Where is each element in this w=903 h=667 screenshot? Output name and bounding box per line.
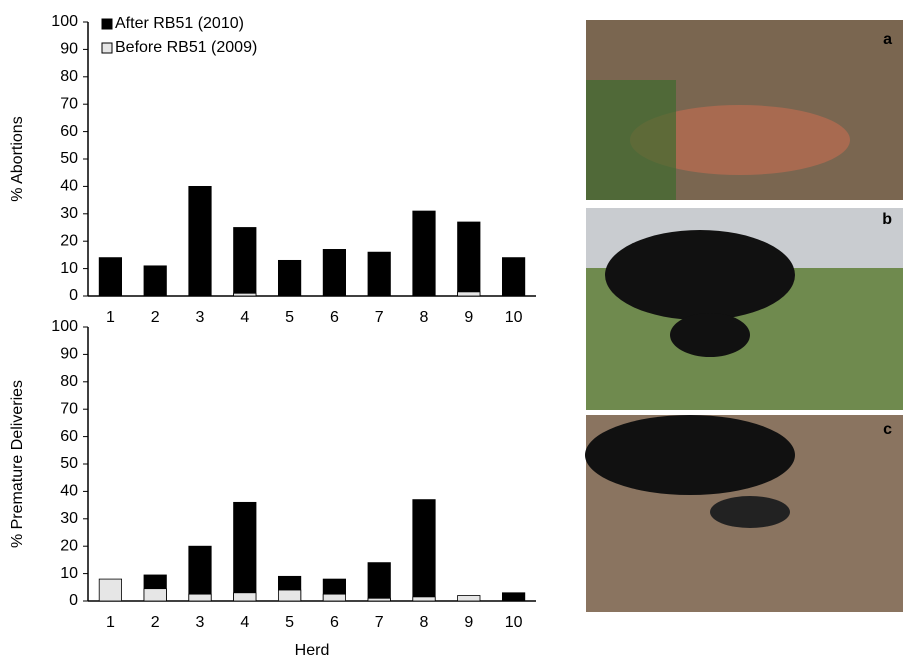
- bar: [457, 595, 481, 602]
- bar: [277, 589, 302, 602]
- photo-label: a: [883, 31, 892, 48]
- x-axis-title: Herd: [295, 642, 330, 659]
- bar: [277, 259, 302, 297]
- bar: [188, 593, 212, 602]
- legend-label: Before RB51 (2009): [115, 39, 257, 56]
- bar: [233, 592, 257, 602]
- bar: [143, 265, 167, 297]
- x-tick-label: 4: [240, 614, 249, 631]
- legend-swatch: [101, 18, 113, 30]
- photo-a-calf: [630, 105, 850, 175]
- x-tick-label: 10: [505, 614, 523, 631]
- legend-swatch: [101, 42, 113, 54]
- photo-c-calf: [710, 496, 790, 528]
- y-axis-title: % Premature Deliveries: [9, 380, 26, 548]
- x-tick-label: 2: [151, 614, 160, 631]
- bar: [188, 185, 212, 297]
- y-tick-label: 40: [60, 483, 78, 500]
- photo-b-calf: [670, 313, 750, 357]
- bar: [367, 562, 391, 602]
- x-tick-label: 1: [106, 309, 115, 326]
- bar: [233, 292, 257, 297]
- bar: [233, 227, 257, 297]
- x-tick-label: 5: [285, 614, 294, 631]
- x-tick-label: 8: [420, 309, 429, 326]
- y-tick-label: 70: [60, 95, 78, 112]
- y-tick-label: 10: [60, 565, 78, 582]
- photo-a-grass: [586, 80, 676, 200]
- x-tick-label: 3: [196, 309, 205, 326]
- y-tick-label: 50: [60, 150, 78, 167]
- bar: [98, 578, 122, 602]
- photo-label: b: [882, 211, 892, 228]
- y-tick-label: 50: [60, 455, 78, 472]
- y-tick-label: 30: [60, 510, 78, 527]
- x-tick-label: 2: [151, 309, 160, 326]
- x-tick-label: 3: [196, 614, 205, 631]
- y-tick-label: 100: [51, 13, 78, 30]
- y-tick-label: 80: [60, 373, 78, 390]
- x-tick-label: 6: [330, 614, 339, 631]
- y-tick-label: 30: [60, 205, 78, 222]
- y-tick-label: 20: [60, 537, 78, 554]
- y-tick-label: 70: [60, 400, 78, 417]
- y-tick-label: 20: [60, 232, 78, 249]
- bar: [233, 501, 257, 602]
- x-tick-label: 1: [106, 614, 115, 631]
- y-tick-label: 10: [60, 260, 78, 277]
- bar: [188, 545, 212, 602]
- bar: [412, 499, 436, 602]
- bar: [322, 249, 347, 297]
- bar: [143, 588, 167, 602]
- photo-c-cow: [585, 415, 795, 495]
- y-tick-label: 0: [69, 287, 78, 304]
- x-tick-label: 4: [240, 309, 249, 326]
- y-tick-label: 80: [60, 68, 78, 85]
- bar: [412, 596, 436, 602]
- bar: [501, 592, 526, 602]
- bar: [98, 257, 122, 297]
- x-tick-label: 7: [375, 309, 384, 326]
- y-tick-label: 0: [69, 592, 78, 609]
- bar: [412, 210, 436, 297]
- x-tick-label: 7: [375, 614, 384, 631]
- legend-label: After RB51 (2010): [115, 15, 244, 32]
- y-tick-label: 60: [60, 428, 78, 445]
- photo-label: c: [883, 421, 892, 438]
- y-tick-label: 100: [51, 318, 78, 335]
- bar: [457, 221, 481, 297]
- y-tick-label: 40: [60, 178, 78, 195]
- y-tick-label: 60: [60, 123, 78, 140]
- bar: [457, 291, 481, 297]
- x-tick-label: 5: [285, 309, 294, 326]
- photo-b-cow: [605, 230, 795, 320]
- y-axis-title: % Abortions: [9, 116, 26, 201]
- bar: [501, 257, 526, 297]
- x-tick-label: 6: [330, 309, 339, 326]
- x-tick-label: 10: [505, 309, 523, 326]
- bar: [322, 593, 347, 602]
- x-tick-label: 9: [464, 614, 473, 631]
- y-tick-label: 90: [60, 41, 78, 58]
- x-tick-label: 9: [464, 309, 473, 326]
- bar: [367, 251, 391, 297]
- y-tick-label: 90: [60, 346, 78, 363]
- bar: [367, 597, 391, 602]
- x-tick-label: 8: [420, 614, 429, 631]
